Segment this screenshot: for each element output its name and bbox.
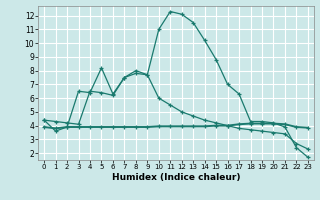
X-axis label: Humidex (Indice chaleur): Humidex (Indice chaleur) xyxy=(112,173,240,182)
